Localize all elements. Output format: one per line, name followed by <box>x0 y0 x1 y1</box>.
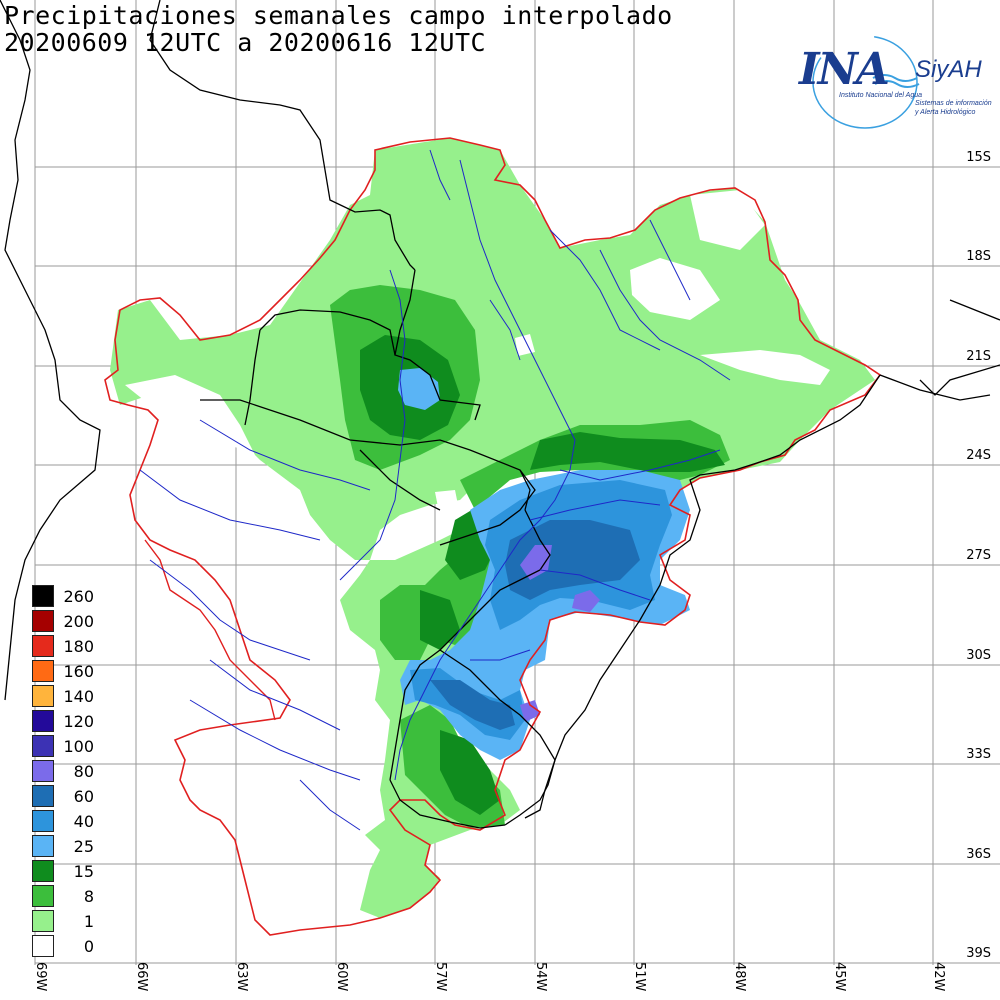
legend-label: 100 <box>63 737 94 756</box>
legend-label: 15 <box>73 862 94 881</box>
legend-swatch <box>32 810 54 832</box>
lat-label: 21S <box>965 349 992 364</box>
legend-swatch <box>32 735 54 757</box>
legend-label: 40 <box>73 812 94 831</box>
lon-label: 54W <box>533 962 548 992</box>
legend-label: 60 <box>73 787 94 806</box>
legend-label: 120 <box>63 712 94 731</box>
legend-swatch <box>32 885 54 907</box>
lon-label: 60W <box>334 962 349 992</box>
lon-label: 63W <box>234 962 249 992</box>
legend-label: 0 <box>83 937 94 956</box>
legend-swatch <box>32 860 54 882</box>
legend-label: 8 <box>83 887 94 906</box>
lat-label: 33S <box>965 747 992 762</box>
ina-siyah-logo: INA SiyAH Instituto Nacional del Agua Si… <box>795 30 1000 130</box>
legend-swatch <box>32 685 54 707</box>
legend-swatch <box>32 910 54 932</box>
legend-swatch <box>32 710 54 732</box>
legend-label: 180 <box>63 637 94 656</box>
lat-label: 15S <box>965 150 992 165</box>
logo-swoosh-icon <box>812 35 920 129</box>
legend-swatch <box>32 610 54 632</box>
lon-label: 51W <box>632 962 647 992</box>
rivers <box>139 149 731 831</box>
map-period: 20200609 12UTC a 20200616 12UTC <box>4 28 487 57</box>
legend-swatch <box>32 635 54 657</box>
logo-subtitle: Instituto Nacional del Agua <box>839 92 923 99</box>
lat-label: 39S <box>965 946 992 961</box>
lat-label: 24S <box>965 448 992 463</box>
legend-label: 140 <box>63 687 94 706</box>
legend-label: 1 <box>83 912 94 931</box>
lon-label: 48W <box>732 962 747 992</box>
lon-label: 66W <box>134 962 149 992</box>
logo-siyah-text: SiyAH <box>915 56 982 83</box>
lon-label: 69W <box>33 962 48 992</box>
lon-label: 42W <box>931 962 946 992</box>
country-borders <box>0 0 1000 829</box>
legend-swatch <box>32 835 54 857</box>
map-title: Precipitaciones semanales campo interpol… <box>4 1 673 30</box>
legend-label: 200 <box>63 612 94 631</box>
logo-tagline-2: y Alerta Hidrológico <box>915 109 976 116</box>
basin-outline <box>104 137 882 936</box>
legend-label: 160 <box>63 662 94 681</box>
legend-label: 80 <box>73 762 94 781</box>
lat-label: 36S <box>965 847 992 862</box>
lat-lon-grid <box>34 0 1000 965</box>
lat-label: 27S <box>965 548 992 563</box>
lon-label: 45W <box>832 962 847 992</box>
legend-label: 25 <box>73 837 94 856</box>
legend-swatch <box>32 660 54 682</box>
logo-ina-text: INA <box>799 44 890 95</box>
lat-label: 30S <box>965 648 992 663</box>
lat-label: 18S <box>965 249 992 264</box>
legend-swatch <box>32 785 54 807</box>
legend-label: 260 <box>63 587 94 606</box>
legend-swatch <box>32 935 54 957</box>
legend-swatch <box>32 585 54 607</box>
lon-label: 57W <box>433 962 448 992</box>
logo-tagline-1: Sistemas de información <box>915 100 992 107</box>
precip-80mm-area <box>520 545 552 580</box>
precip-60mm-area <box>505 520 640 600</box>
legend-swatch <box>32 760 54 782</box>
